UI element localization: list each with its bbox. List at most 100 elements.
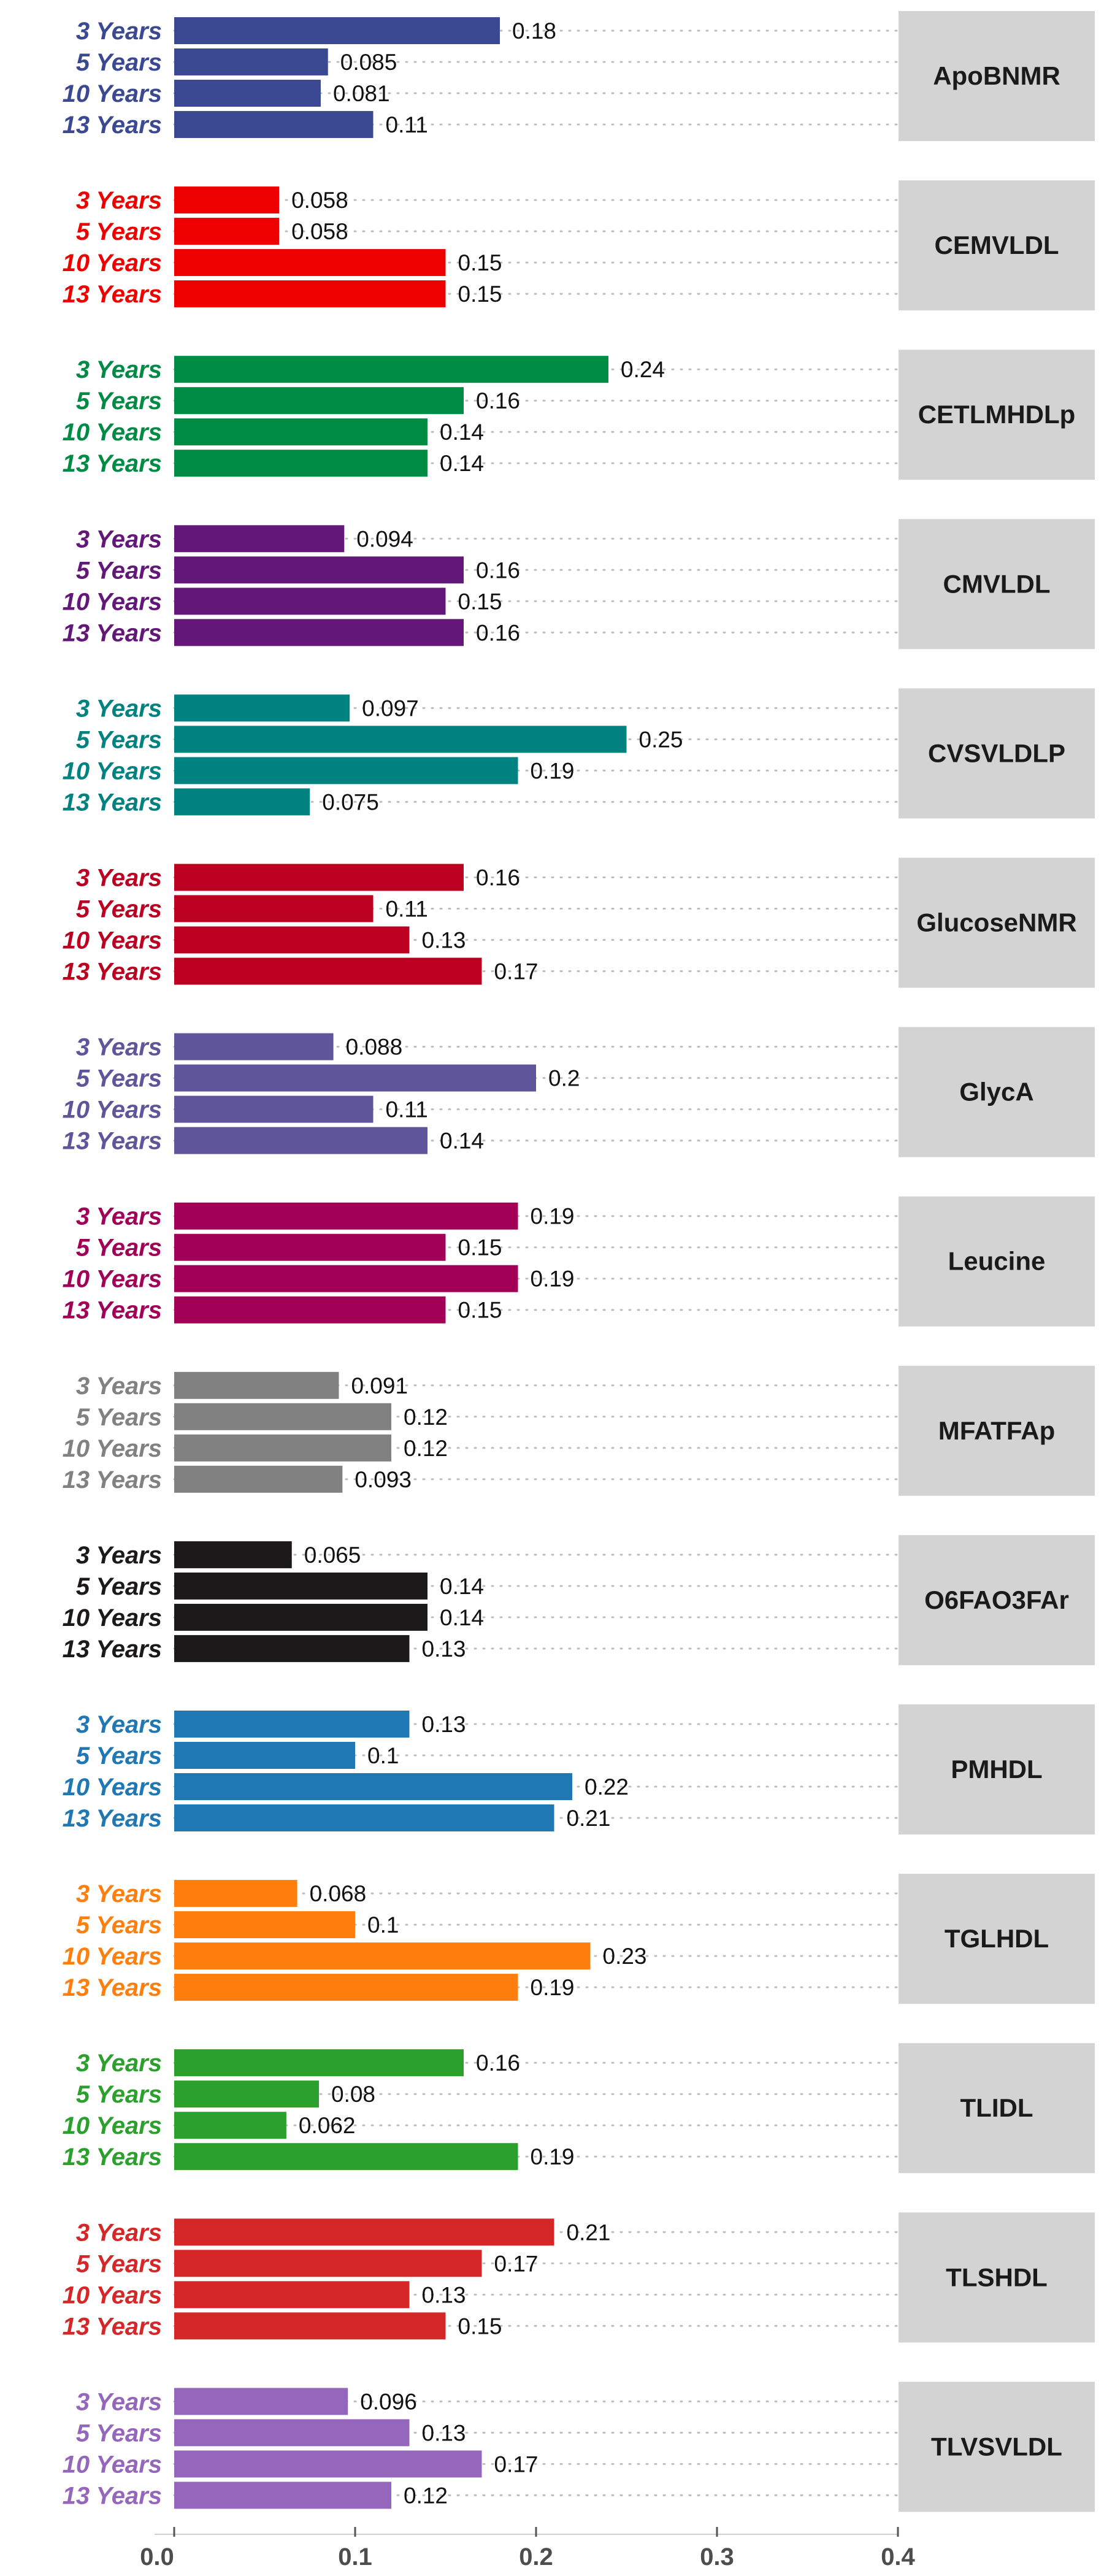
x-axis: 0.0 0.1 0.2 0.3 0.4 xyxy=(140,2527,916,2570)
bar xyxy=(174,2312,446,2340)
panel-tlidl: TLIDL 3 Years 0.16 5 Years 0.08 10 Years 0.062… xyxy=(63,2043,1095,2174)
bar xyxy=(174,1804,554,1831)
value-label: 0.093 xyxy=(355,1467,412,1492)
value-label: 0.16 xyxy=(476,620,520,645)
bar xyxy=(174,48,328,75)
bar xyxy=(174,1572,427,1600)
bar xyxy=(174,588,446,615)
value-label: 0.062 xyxy=(299,2113,356,2138)
value-label: 0.23 xyxy=(603,1944,647,1969)
category-label: 3 Years xyxy=(76,18,162,45)
value-label: 0.15 xyxy=(458,2313,502,2339)
value-label: 0.068 xyxy=(310,1881,367,1906)
facet-strip xyxy=(899,1365,1095,1496)
value-label: 0.17 xyxy=(494,2251,539,2276)
category-label: 13 Years xyxy=(63,2482,162,2509)
facet-strip-label: CVSVLDLP xyxy=(928,738,1065,767)
bar xyxy=(174,450,427,477)
bar xyxy=(174,1773,572,1800)
value-label: 0.13 xyxy=(422,928,466,953)
bar xyxy=(174,926,410,954)
category-label: 10 Years xyxy=(63,1774,162,1801)
value-label: 0.14 xyxy=(440,420,484,445)
bar xyxy=(174,2419,410,2447)
value-label: 0.25 xyxy=(639,727,683,752)
bar xyxy=(174,2080,319,2108)
category-label: 10 Years xyxy=(63,588,162,615)
facet-strip xyxy=(899,11,1095,141)
value-label: 0.081 xyxy=(333,81,390,106)
value-label: 0.19 xyxy=(531,1975,575,2000)
category-label: 3 Years xyxy=(76,526,162,553)
value-label: 0.065 xyxy=(304,1543,361,1568)
value-label: 0.14 xyxy=(440,451,484,476)
bar xyxy=(174,1541,292,1568)
facet-strip xyxy=(899,1535,1095,1665)
bar xyxy=(174,186,280,214)
value-label: 0.1 xyxy=(367,1743,399,1768)
category-label: 3 Years xyxy=(76,695,162,722)
bar xyxy=(174,1127,427,1154)
category-label: 13 Years xyxy=(63,2144,162,2171)
bar xyxy=(174,2250,482,2277)
panel-apobnmr: ApoBNMR 3 Years 0.18 5 Years 0.085 10 Years 0.… xyxy=(63,11,1095,141)
facet-strip xyxy=(899,1874,1095,2004)
value-label: 0.24 xyxy=(621,357,665,382)
value-label: 0.13 xyxy=(422,2420,466,2445)
facet-strip-label: CMVLDL xyxy=(943,569,1051,598)
category-label: 13 Years xyxy=(63,2313,162,2340)
bar xyxy=(174,249,446,277)
category-label: 3 Years xyxy=(76,1034,162,1061)
bar xyxy=(174,387,464,415)
category-label: 10 Years xyxy=(63,80,162,107)
bar xyxy=(174,1603,427,1631)
category-label: 13 Years xyxy=(63,1466,162,1493)
bar xyxy=(174,1635,410,1662)
x-tick-label: 0.0 xyxy=(140,2543,174,2570)
category-label: 3 Years xyxy=(76,1542,162,1569)
facet-strip xyxy=(899,688,1095,819)
value-label: 0.2 xyxy=(548,1066,580,1091)
value-label: 0.15 xyxy=(458,589,502,614)
panels: ApoBNMR 3 Years 0.18 5 Years 0.085 10 Years 0.… xyxy=(63,11,1095,2512)
category-label: 13 Years xyxy=(63,112,162,139)
category-label: 10 Years xyxy=(63,1097,162,1124)
facet-strip-label: CETLMHDLp xyxy=(918,400,1076,429)
category-label: 3 Years xyxy=(76,356,162,383)
x-tick-label: 0.2 xyxy=(519,2543,553,2570)
category-label: 13 Years xyxy=(63,789,162,816)
value-label: 0.091 xyxy=(351,1373,408,1398)
value-label: 0.14 xyxy=(440,1605,484,1630)
bar xyxy=(174,2482,391,2509)
facet-strip-label: GlucoseNMR xyxy=(916,908,1076,937)
value-label: 0.15 xyxy=(458,1235,502,1260)
category-label: 13 Years xyxy=(63,1974,162,2001)
category-label: 3 Years xyxy=(76,865,162,892)
panel-glyca: GlycA 3 Years 0.088 5 Years 0.2 10 Years 0.11 1… xyxy=(63,1027,1095,1157)
value-label: 0.12 xyxy=(404,2483,448,2508)
bar xyxy=(174,1942,591,1970)
bar xyxy=(174,1095,374,1123)
facet-strip xyxy=(899,180,1095,311)
value-label: 0.15 xyxy=(458,1298,502,1323)
bar xyxy=(174,2143,518,2171)
bar xyxy=(174,2281,410,2309)
bar xyxy=(174,1296,446,1324)
category-label: 5 Years xyxy=(76,1404,162,1431)
facet-strip-label: ApoBNMR xyxy=(933,61,1060,90)
value-label: 0.14 xyxy=(440,1129,484,1154)
category-label: 10 Years xyxy=(63,1604,162,1631)
category-label: 13 Years xyxy=(63,959,162,986)
value-label: 0.17 xyxy=(494,2451,539,2477)
facet-strip xyxy=(899,1196,1095,1327)
value-label: 0.16 xyxy=(476,388,520,413)
bar xyxy=(174,1434,391,1462)
bar xyxy=(174,356,608,383)
facet-strip-label: TLSHDL xyxy=(946,2263,1048,2291)
category-label: 13 Years xyxy=(63,450,162,477)
value-label: 0.12 xyxy=(404,1436,448,1461)
category-label: 5 Years xyxy=(76,2420,162,2447)
facet-strip xyxy=(899,2382,1095,2512)
panel-glucosenmr: GlucoseNMR 3 Years 0.16 5 Years 0.11 10 Years… xyxy=(63,857,1095,988)
panel-cemvldl: CEMVLDL 3 Years 0.058 5 Years 0.058 10 Years 0… xyxy=(63,180,1095,311)
